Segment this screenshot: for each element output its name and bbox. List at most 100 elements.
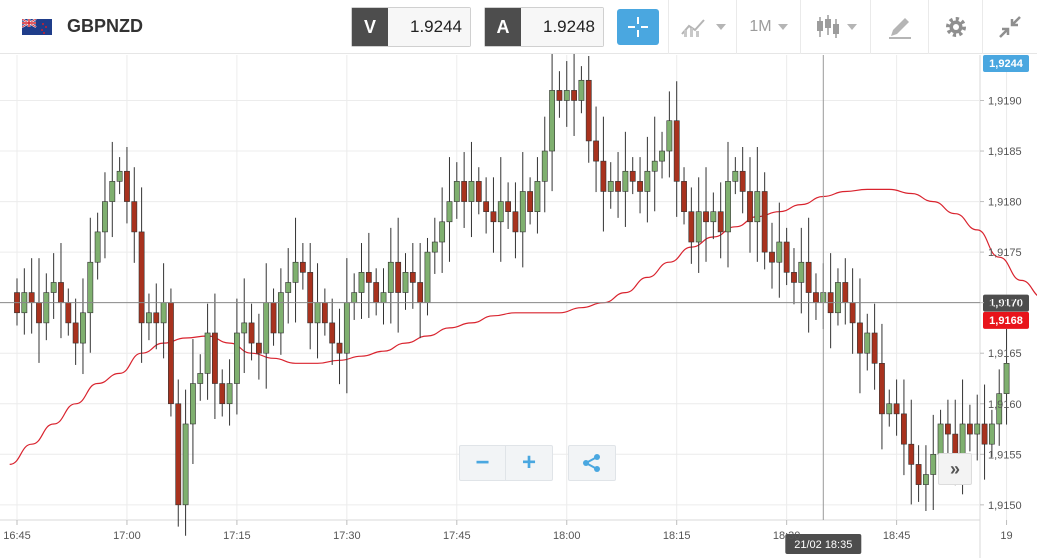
buy-price-button[interactable]: A 1.9248: [484, 7, 604, 47]
candle: [336, 308, 343, 385]
candle-body-up: [988, 423, 995, 445]
zoom-out-button[interactable]: −: [460, 446, 506, 480]
candle: [248, 303, 255, 361]
candle: [1003, 328, 1010, 425]
candle: [387, 227, 394, 324]
candle-body-down: [739, 170, 746, 192]
settings-button[interactable]: [928, 0, 982, 54]
candle-body-down: [36, 302, 42, 324]
candle-body-up: [732, 170, 739, 182]
candle: [871, 303, 878, 390]
candle: [893, 379, 900, 436]
candle-body-up: [754, 191, 761, 223]
candle-body-down: [395, 261, 402, 293]
candle-body-up: [204, 332, 211, 374]
candle-body-up: [937, 423, 944, 455]
candle-body-down: [688, 211, 695, 243]
candle-body-up: [563, 90, 570, 101]
candle: [739, 146, 746, 214]
candle-body-up: [94, 231, 101, 263]
crosshair-button[interactable]: [617, 9, 659, 45]
zoom-in-button[interactable]: +: [506, 446, 552, 480]
chart-type-dropdown[interactable]: [800, 0, 870, 54]
candle: [791, 248, 797, 305]
candle: [175, 379, 182, 527]
candle-body-down: [255, 342, 262, 354]
candle-body-down: [58, 282, 64, 303]
candle-body-down: [615, 181, 621, 192]
candle: [981, 384, 988, 480]
candle: [805, 217, 812, 333]
candle-body-down: [571, 90, 577, 101]
plus-icon: +: [521, 449, 536, 476]
scroll-to-end-button[interactable]: »: [938, 453, 972, 485]
collapse-icon: [999, 16, 1021, 38]
candle-body-up: [439, 221, 446, 243]
candle-body-down: [270, 302, 277, 334]
candle: [28, 258, 35, 334]
candle-body-up: [402, 272, 409, 293]
candle: [234, 298, 240, 415]
candle: [622, 131, 629, 227]
candle-body-down: [842, 282, 849, 303]
candle-body-up: [798, 261, 805, 283]
candle: [725, 141, 731, 268]
collapse-button[interactable]: [982, 0, 1037, 54]
candle: [417, 243, 424, 339]
candle-body-down: [168, 302, 174, 405]
candle: [439, 187, 446, 273]
candle-body-down: [417, 282, 424, 303]
candle-body-up: [886, 403, 893, 415]
candle: [527, 177, 533, 225]
candle: [512, 182, 519, 259]
candle: [72, 298, 79, 365]
candle-body-down: [703, 211, 709, 223]
candle-body-up: [996, 393, 1003, 425]
candle: [182, 389, 189, 536]
candle: [373, 268, 380, 316]
x-tick-label: 18:45: [883, 530, 911, 542]
candle: [681, 167, 687, 225]
candle: [505, 182, 512, 229]
candle-body-up: [923, 474, 929, 485]
candle-body-up: [725, 181, 731, 233]
candle-body-down: [336, 342, 343, 354]
candle: [769, 222, 775, 289]
candle: [747, 157, 753, 253]
candle-body-down: [307, 272, 314, 324]
candle-body-down: [505, 201, 512, 212]
candle: [908, 399, 915, 505]
sell-price: 1.9244: [388, 8, 470, 46]
sell-price-button[interactable]: V 1.9244: [351, 7, 471, 47]
candle: [497, 157, 504, 262]
share-button[interactable]: [568, 445, 616, 481]
price-chart[interactable]: 21/02 18:35 1,9244 1,9170 1,9168 1,9150 1,91…: [0, 54, 1037, 558]
drawing-tools-button[interactable]: [870, 0, 928, 54]
candle: [424, 237, 431, 316]
timeframe-label: 1M: [749, 18, 772, 35]
indicators-button[interactable]: [668, 0, 736, 54]
candle: [483, 177, 490, 234]
candle-body-up: [190, 383, 196, 425]
candle-body-down: [65, 302, 72, 324]
candle-body-up: [607, 181, 614, 192]
candle-body-down: [512, 211, 519, 233]
candle: [600, 116, 607, 232]
timeframe-dropdown[interactable]: 1M: [736, 0, 800, 54]
candle: [732, 157, 739, 195]
candle-body-down: [717, 211, 724, 233]
candle-body-down: [908, 443, 915, 465]
crosshair-time-tag: [785, 534, 862, 554]
candle: [131, 167, 138, 263]
bid-price-tag: [983, 55, 1029, 72]
candle: [94, 212, 101, 280]
candle-body-down: [769, 251, 775, 263]
candle: [629, 157, 636, 195]
candle: [541, 116, 548, 213]
toolbar: GBPNZD V 1.9244 A 1.9248 1M: [0, 0, 1037, 54]
chevron-down-icon: [846, 24, 857, 30]
candle-body-up: [710, 211, 717, 223]
candle-body-up: [666, 120, 673, 152]
candle: [453, 162, 460, 219]
candle-body-up: [102, 201, 108, 233]
